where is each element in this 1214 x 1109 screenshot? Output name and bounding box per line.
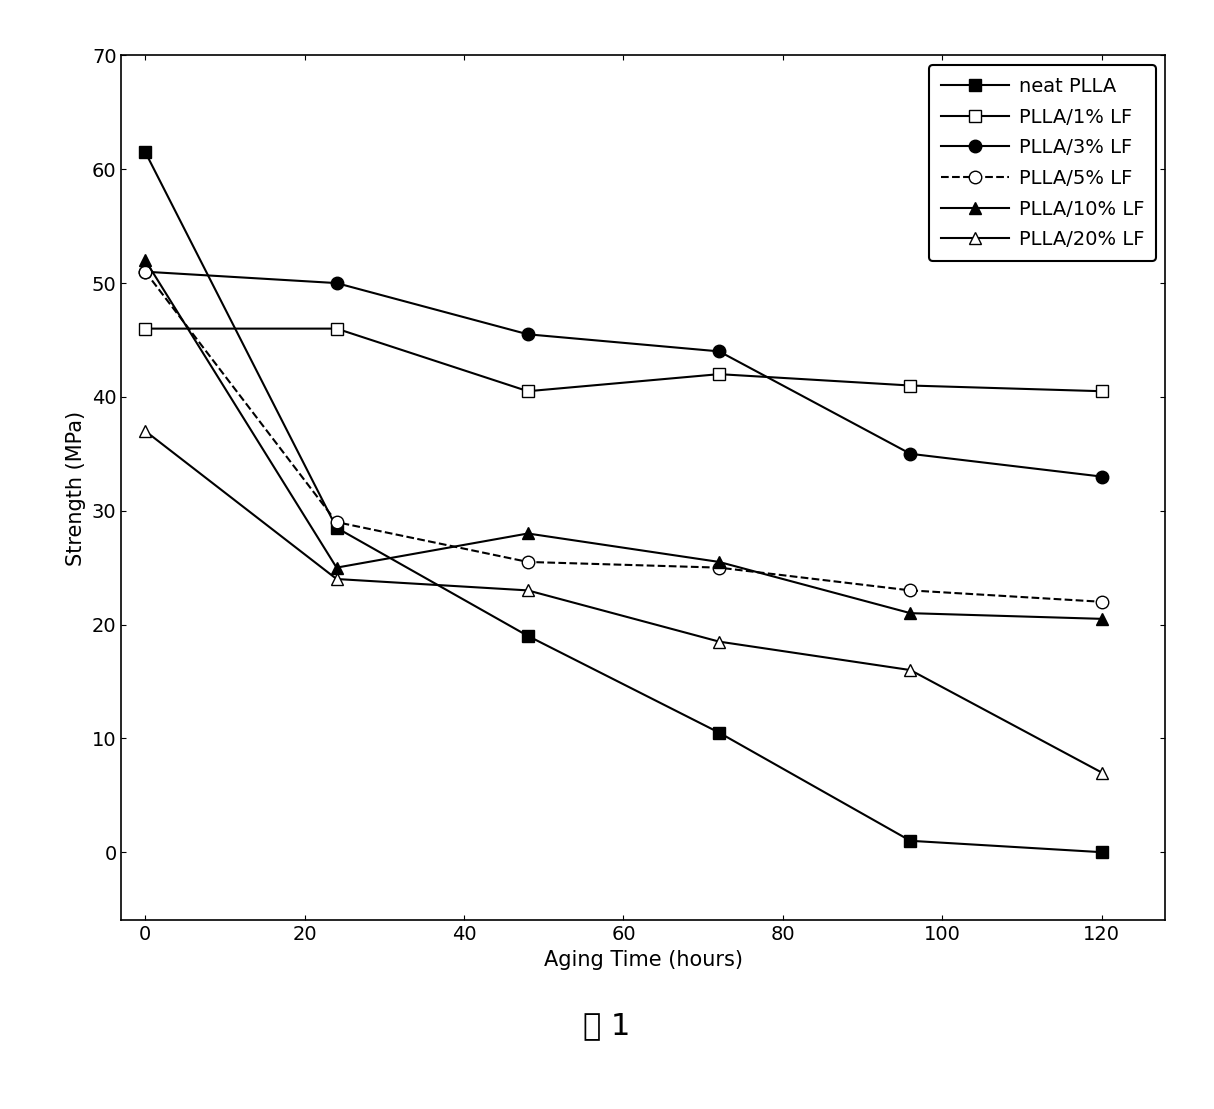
neat PLLA [521, 629, 535, 642]
PLLA/1% LF [903, 379, 918, 393]
PLLA/3% LF [521, 327, 535, 340]
PLLA/10% LF [1094, 612, 1108, 625]
PLLA/10% LF [329, 561, 344, 574]
PLLA/5% LF [138, 265, 153, 278]
PLLA/3% LF [138, 265, 153, 278]
PLLA/1% LF [521, 385, 535, 398]
PLLA/3% LF [329, 276, 344, 289]
PLLA/1% LF [711, 367, 726, 380]
PLLA/1% LF [329, 322, 344, 335]
PLLA/20% LF [1094, 766, 1108, 780]
PLLA/10% LF [711, 556, 726, 569]
PLLA/20% LF [903, 663, 918, 676]
Line: PLLA/10% LF: PLLA/10% LF [140, 254, 1108, 625]
PLLA/1% LF [1094, 385, 1108, 398]
PLLA/5% LF [1094, 596, 1108, 609]
neat PLLA [903, 834, 918, 847]
PLLA/10% LF [521, 527, 535, 540]
PLLA/20% LF [138, 425, 153, 438]
PLLA/5% LF [521, 556, 535, 569]
PLLA/5% LF [329, 516, 344, 529]
PLLA/10% LF [138, 254, 153, 267]
neat PLLA [1094, 845, 1108, 858]
X-axis label: Aging Time (hours): Aging Time (hours) [544, 950, 743, 970]
Line: PLLA/20% LF: PLLA/20% LF [140, 425, 1108, 779]
Line: neat PLLA: neat PLLA [140, 146, 1108, 858]
Line: PLLA/1% LF: PLLA/1% LF [140, 323, 1108, 397]
Y-axis label: Strength (MPa): Strength (MPa) [67, 410, 86, 566]
PLLA/5% LF [711, 561, 726, 574]
PLLA/3% LF [1094, 470, 1108, 484]
neat PLLA [711, 726, 726, 740]
PLLA/3% LF [903, 447, 918, 460]
PLLA/1% LF [138, 322, 153, 335]
neat PLLA [329, 521, 344, 535]
PLLA/10% LF [903, 607, 918, 620]
PLLA/20% LF [329, 572, 344, 586]
PLLA/5% LF [903, 583, 918, 597]
PLLA/20% LF [711, 635, 726, 649]
Legend: neat PLLA, PLLA/1% LF, PLLA/3% LF, PLLA/5% LF, PLLA/10% LF, PLLA/20% LF: neat PLLA, PLLA/1% LF, PLLA/3% LF, PLLA/… [929, 65, 1156, 261]
Line: PLLA/5% LF: PLLA/5% LF [140, 265, 1108, 608]
PLLA/3% LF [711, 345, 726, 358]
Line: PLLA/3% LF: PLLA/3% LF [140, 265, 1108, 482]
PLLA/20% LF [521, 583, 535, 597]
Text: 图 1: 图 1 [583, 1011, 631, 1040]
neat PLLA [138, 145, 153, 159]
